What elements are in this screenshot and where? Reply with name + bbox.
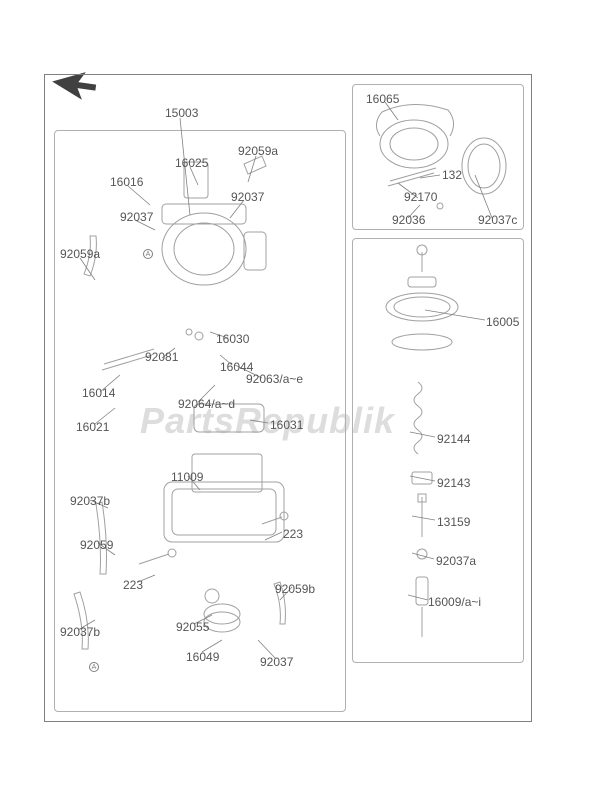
part-label-223_r: 223 — [283, 527, 303, 541]
part-label-92059b: 92059b — [275, 582, 315, 596]
part-label-92037b: 92037b — [60, 625, 100, 639]
part-label-16065: 16065 — [366, 92, 399, 106]
part-label-92059a: 92059a — [238, 144, 278, 158]
part-label-15003: 15003 — [165, 106, 198, 120]
reference-marker: A — [89, 662, 99, 672]
part-label-92081: 92081 — [145, 350, 178, 364]
part-label-92144: 92144 — [437, 432, 470, 446]
part-label-16014: 16014 — [82, 386, 115, 400]
part-label-16031: 16031 — [270, 418, 303, 432]
part-label-16005: 16005 — [486, 315, 519, 329]
part-label-16049: 16049 — [186, 650, 219, 664]
part-label-16016: 16016 — [110, 175, 143, 189]
part-label-92036: 92036 — [392, 213, 425, 227]
part-label-16009: 16009/a~i — [428, 595, 481, 609]
part-label-92059a_l: 92059a — [60, 247, 100, 261]
part-label-16021: 16021 — [76, 420, 109, 434]
part-label-92059: 92059 — [80, 538, 113, 552]
part-label-16025: 16025 — [175, 156, 208, 170]
part-label-92064: 92064/a~d — [178, 397, 235, 411]
part-label-92037_tr: 92037 — [231, 190, 264, 204]
part-label-92143: 92143 — [437, 476, 470, 490]
part-label-92037: 92037 — [120, 210, 153, 224]
part-label-92037b_l: 92037b — [70, 494, 110, 508]
part-label-92037_b: 92037 — [260, 655, 293, 669]
part-label-92055: 92055 — [176, 620, 209, 634]
reference-marker: A — [143, 249, 153, 259]
part-label-132: 132 — [442, 168, 462, 182]
part-label-92063: 92063/a~e — [246, 372, 303, 386]
part-label-92037c: 92037c — [478, 213, 517, 227]
part-label-16030: 16030 — [216, 332, 249, 346]
part-label-223_l: 223 — [123, 578, 143, 592]
part-label-13159: 13159 — [437, 515, 470, 529]
part-label-92037a: 92037a — [436, 554, 476, 568]
part-label-11009: 11009 — [171, 470, 203, 484]
part-label-92170: 92170 — [404, 190, 437, 204]
